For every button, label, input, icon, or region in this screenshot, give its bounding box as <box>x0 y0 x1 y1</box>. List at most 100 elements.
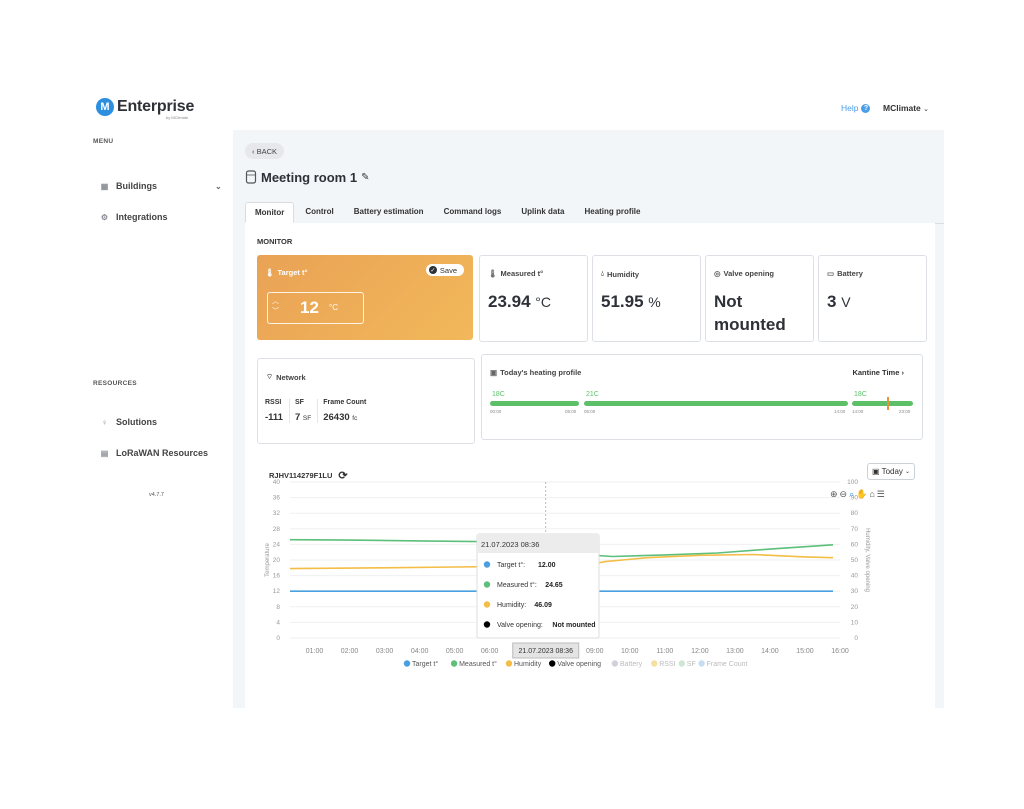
droplet-icon: 💧︎ <box>601 269 604 278</box>
app-frame: M Enterprise by MClimate MENU ▦ Building… <box>90 88 944 708</box>
tab-control[interactable]: Control <box>305 207 334 216</box>
segment-end: 23:00 <box>899 409 911 414</box>
x-tick-label: 11:00 <box>656 648 673 655</box>
tab-uplink-data[interactable]: Uplink data <box>521 207 565 216</box>
menu-heading: MENU <box>93 138 114 145</box>
heating-segment[interactable] <box>852 401 913 406</box>
target-label: 🌡︎ Target t° <box>265 268 308 277</box>
tab-bar: Monitor Control Battery estimation Comma… <box>245 202 944 224</box>
target-temperature-stepper[interactable]: ︿ ﹀ 12 °C <box>267 292 364 324</box>
sidebar-item-label: LoRaWAN Resources <box>116 448 209 458</box>
main-content: ‹ BACK Meeting room 1 ✎ Monitor Control … <box>233 130 944 708</box>
zoom-in-icon[interactable]: ⊕ <box>830 489 838 499</box>
x-tick-label: 05:00 <box>446 648 464 655</box>
x-tick-label: 03:00 <box>376 648 394 655</box>
y2-axis-label: Humidity, Valve opening <box>864 528 870 592</box>
edit-pencil-icon[interactable]: ✎ <box>361 172 370 183</box>
menu-icon[interactable]: ☰ <box>876 489 885 499</box>
humidity-unit: % <box>648 294 661 310</box>
tooltip-row-label: Target t°: <box>497 561 525 569</box>
legend-marker <box>651 660 658 667</box>
chevron-down-icon[interactable]: ⌄ <box>215 181 222 191</box>
sidebar-item-buildings[interactable]: ▦ Buildings ⌄ <box>100 181 222 191</box>
measured-temperature-card: 🌡︎ Measured t° 23.94 °C <box>479 255 588 342</box>
frame-count-label: Frame Count <box>323 399 367 406</box>
x-tick-label: 12:00 <box>691 648 709 655</box>
stepper-arrows-icon[interactable]: ︿ ﹀ <box>272 298 279 315</box>
tab-heating-profile[interactable]: Heating profile <box>584 207 641 216</box>
tooltip-dot <box>483 561 491 568</box>
logo[interactable]: M Enterprise <box>96 98 194 116</box>
tooltip-dot <box>483 601 491 608</box>
tab-command-logs[interactable]: Command logs <box>443 207 502 216</box>
tooltip-row-value: Not mounted <box>552 622 595 629</box>
measured-value-wrap: 23.94 °C <box>488 290 551 314</box>
refresh-icon[interactable]: ⟳ <box>338 470 348 482</box>
segment-start: 05:00 <box>584 409 596 414</box>
save-button[interactable]: ✓ Save <box>425 264 464 276</box>
wifi-icon: ⌔ <box>266 372 274 381</box>
y2-tick-label: 50 <box>851 557 859 564</box>
date-range-select[interactable]: ▣ Today ⌄ <box>867 463 915 480</box>
x-tick-label: 02:00 <box>341 648 359 655</box>
segment-end: 14:00 <box>834 409 846 414</box>
segment-temp: 18C <box>492 391 505 398</box>
y2-tick-label: 30 <box>851 588 859 595</box>
legend-label: RSSI <box>659 661 675 668</box>
page-title-row: Meeting room 1 ✎ <box>245 170 369 185</box>
zoom-out-icon[interactable]: ⊖ <box>839 489 848 499</box>
tooltip-row-label: Measured t°: <box>497 581 537 589</box>
sidebar-item-lorawan-resources[interactable]: ▤ LoRaWAN Resources <box>100 448 208 458</box>
tooltip-date: 21.07.2023 08:36 <box>481 540 539 549</box>
chevron-down-icon: ⌄ <box>904 469 910 475</box>
x-tick-label: 01:00 <box>306 648 324 655</box>
legend-label: Humidity <box>514 661 542 668</box>
y2-tick-label: 0 <box>854 635 858 642</box>
legend-label: Frame Count <box>707 661 748 668</box>
tooltip-header <box>477 534 599 553</box>
y-tick-label: 0 <box>276 635 280 642</box>
x-tick-label: 04:00 <box>411 648 429 655</box>
legend-marker <box>403 660 411 667</box>
y2-tick-label: 100 <box>847 479 858 486</box>
heating-profile-link[interactable]: Kantine Time › <box>852 368 904 377</box>
y2-tick-label: 60 <box>851 541 859 548</box>
sidebar-item-label: Buildings <box>116 181 157 191</box>
back-label: BACK <box>256 146 278 156</box>
account-menu[interactable]: MClimate ⌄ <box>883 103 929 113</box>
sf-label: SF <box>294 399 304 406</box>
y-tick-label: 36 <box>273 495 281 502</box>
battery-icon: ▭ <box>827 269 835 278</box>
heating-segment[interactable] <box>490 401 579 406</box>
reset-home-icon[interactable]: ⌂ <box>869 489 875 499</box>
back-button[interactable]: ‹ BACK <box>245 143 285 159</box>
frame-count-column: Frame Count 26430 fc <box>323 399 372 423</box>
sidebar-item-label: Integrations <box>116 212 168 222</box>
zoom-select-icon[interactable]: ⌕ <box>849 489 855 499</box>
rssi-label: RSSI <box>265 399 282 406</box>
tab-monitor[interactable]: Monitor <box>245 202 295 223</box>
valve-label: ◎ Valve opening <box>714 269 774 278</box>
current-time-marker <box>887 397 889 410</box>
heating-segment[interactable] <box>584 401 848 406</box>
pan-icon[interactable]: ✋ <box>856 489 868 499</box>
logo-mark-icon: M <box>96 98 114 116</box>
device-id: RJHV114279F1LU <box>269 471 333 480</box>
legend-label: SF <box>687 661 696 668</box>
y-tick-label: 28 <box>273 526 281 533</box>
history-chart[interactable]: 0 0 4 10 8 20 12 30 16 40 20 50 24 60 28 70 32 80 36 90 40 10… <box>245 478 935 708</box>
y2-tick-label: 80 <box>851 510 859 517</box>
sidebar-item-integrations[interactable]: ⚙ Integrations <box>100 212 168 222</box>
sidebar-item-solutions[interactable]: ♀ Solutions <box>100 417 158 427</box>
tab-battery-estimation[interactable]: Battery estimation <box>353 207 424 216</box>
thermometer-icon: 🌡︎ <box>488 269 498 278</box>
save-label: Save <box>439 265 457 275</box>
help-link[interactable]: Help ? <box>841 103 871 113</box>
x-tick-label: 09:00 <box>586 648 604 655</box>
tooltip-row-value: 12.00 <box>538 562 556 569</box>
y-tick-label: 32 <box>273 510 281 517</box>
chevron-down-icon: ⌄ <box>923 106 930 113</box>
sf-column: SF 7 SF <box>294 399 319 423</box>
x-tick-label: 10:00 <box>621 648 639 655</box>
battery-unit: V <box>841 294 851 310</box>
